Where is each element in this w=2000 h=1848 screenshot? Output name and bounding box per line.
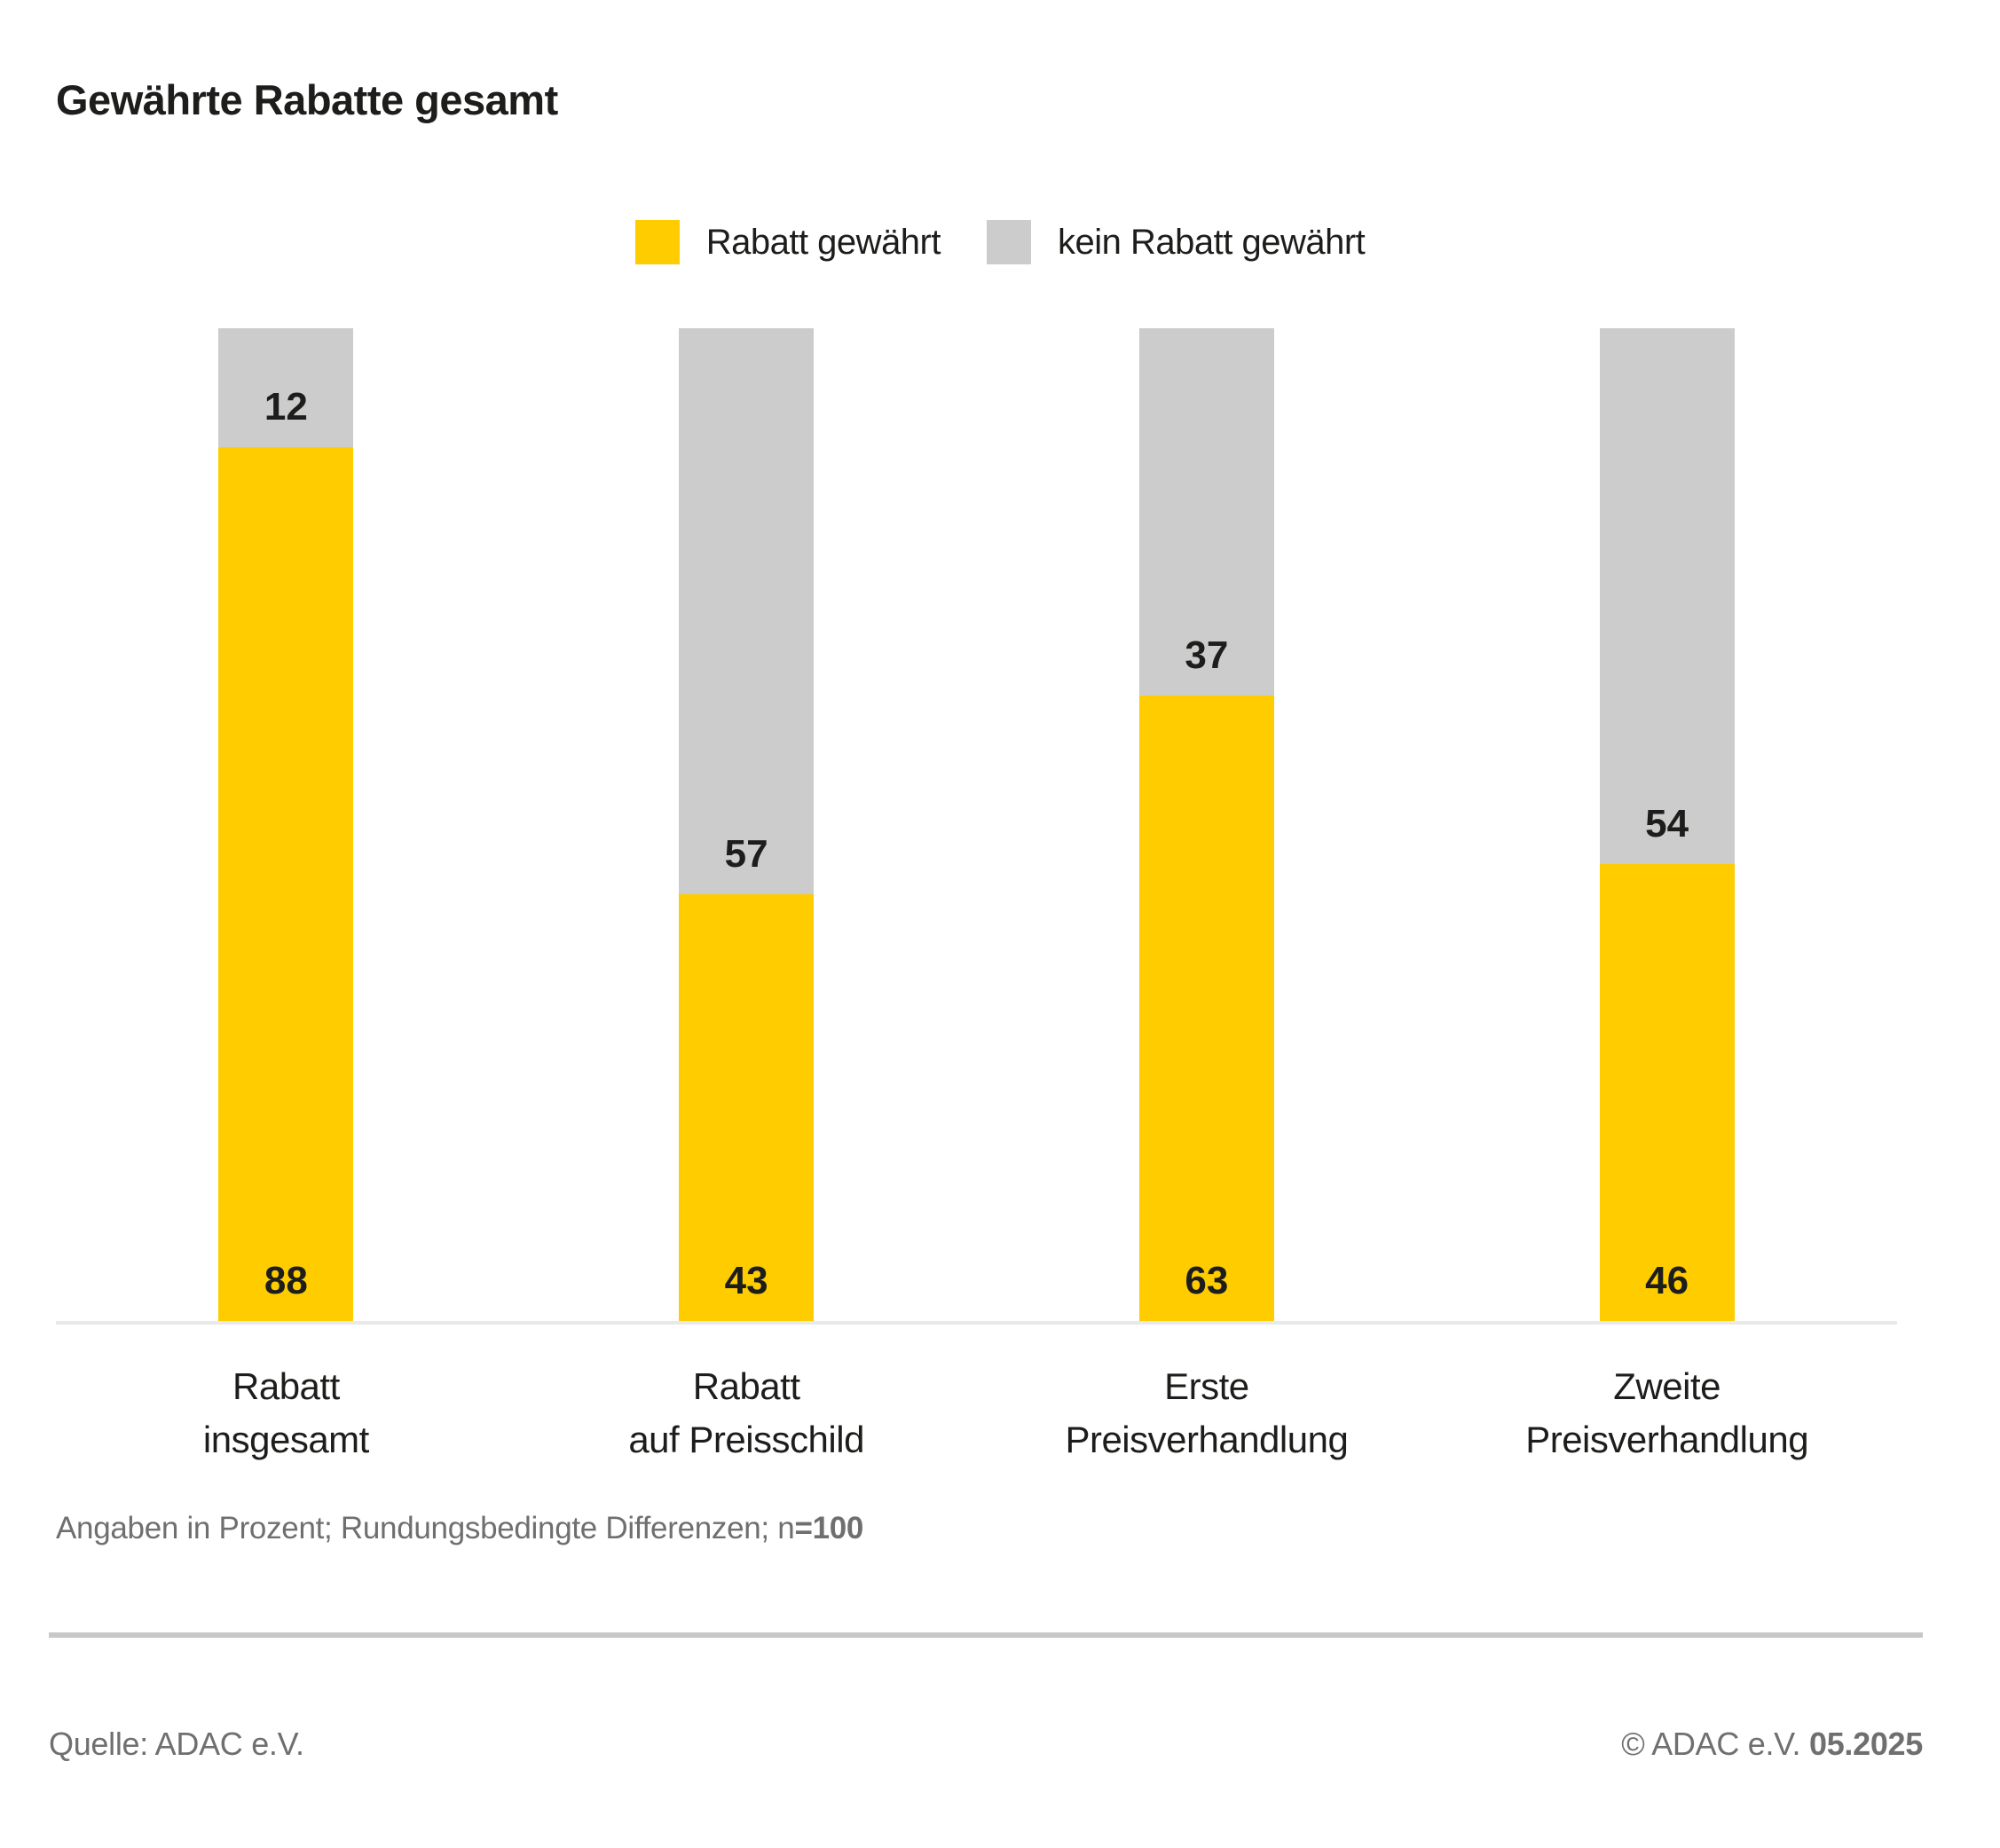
copyright-text: © ADAC e.V. 05.2025 [1621,1726,1923,1763]
bar-segment-rabatt: 43 [679,893,815,1321]
copyright-prefix: © ADAC e.V. [1621,1726,1809,1762]
legend-swatch-yellow-icon [634,220,680,264]
footnote-sample-size: =100 [794,1511,864,1545]
bar-stack: 12 88 [218,328,354,1321]
legend-swatch-gray-icon [987,220,1031,264]
value-label: 63 [1185,1258,1229,1302]
legend-label: kein Rabatt gewährt [1058,222,1366,262]
bar-stack: 37 63 [1138,328,1274,1321]
value-label: 43 [724,1258,768,1302]
value-label: 37 [1185,633,1229,678]
bar-group-rabatt-auf-preisschild: 57 43 [516,328,977,1321]
legend: Rabatt gewährt kein Rabatt gewährt [0,220,2000,264]
value-label: 57 [724,831,768,876]
bar-segment-rabatt: 88 [218,447,354,1321]
bar-segment-rabatt: 46 [1599,864,1735,1321]
bar-segment-kein-rabatt: 54 [1599,328,1735,865]
category-label-zweite-preisverhandlung: Zweite Preisverhandlung [1525,1365,1809,1460]
bar-stack: 57 43 [679,328,815,1321]
bar-segment-kein-rabatt: 57 [679,328,815,894]
legend-label: Rabatt gewährt [705,222,941,262]
bar-segment-kein-rabatt: 37 [1138,328,1274,696]
value-label: 12 [264,385,308,429]
legend-item-rabatt-gewaehrt: Rabatt gewährt [634,220,941,264]
footer-divider [49,1632,1923,1638]
category-label-rabatt-insgesamt: Rabatt insgesamt [202,1365,369,1460]
footnote: Angaben in Prozent; Rundungsbedingte Dif… [56,1511,863,1546]
value-label: 88 [264,1258,308,1302]
x-axis-line [56,1321,1897,1325]
bar-stack: 54 46 [1599,328,1735,1321]
category-label-erste-preisverhandlung: Erste Preisverhandlung [1065,1365,1349,1460]
chart-title: Gewährte Rabatte gesamt [56,76,558,123]
category-label-rabatt-auf-preisschild: Rabatt auf Preisschild [628,1365,864,1460]
copyright-date: 05.2025 [1808,1726,1923,1762]
bar-group-erste-preisverhandlung: 37 63 [977,328,1437,1321]
bar-group-zweite-preisverhandlung: 54 46 [1437,328,1897,1321]
category-labels: Rabatt insgesamt Rabatt auf Preisschild … [56,1360,1897,1467]
bar-chart-plot-area: 12 88 57 43 37 [56,328,1897,1321]
value-label: 54 [1645,802,1689,846]
footnote-text: Angaben in Prozent; Rundungsbedingte Dif… [56,1511,795,1545]
bar-segment-rabatt: 63 [1138,696,1274,1321]
legend-item-kein-rabatt-gewaehrt: kein Rabatt gewährt [987,220,1366,264]
bar-group-rabatt-insgesamt: 12 88 [56,328,516,1321]
source-text: Quelle: ADAC e.V. [49,1726,304,1762]
bar-segment-kein-rabatt: 12 [218,328,354,448]
value-label: 46 [1645,1258,1689,1302]
